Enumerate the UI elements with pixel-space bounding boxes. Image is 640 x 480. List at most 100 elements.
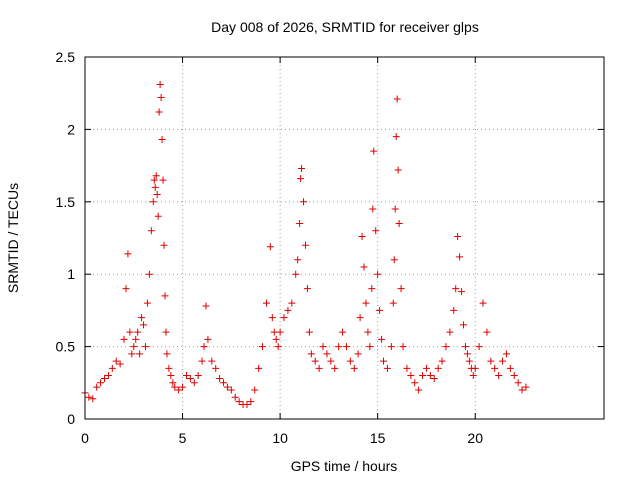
data-point bbox=[157, 94, 165, 102]
data-point bbox=[372, 227, 380, 235]
data-point bbox=[136, 350, 144, 358]
data-point bbox=[411, 379, 419, 387]
data-point bbox=[393, 95, 401, 103]
data-point bbox=[276, 328, 284, 336]
data-point bbox=[335, 343, 343, 351]
data-point bbox=[266, 243, 274, 251]
data-point bbox=[153, 191, 161, 199]
data-point bbox=[97, 379, 105, 387]
data-point bbox=[475, 343, 483, 351]
data-point bbox=[461, 343, 469, 351]
data-point bbox=[167, 372, 175, 380]
data-point bbox=[374, 270, 382, 278]
data-point bbox=[495, 372, 503, 380]
data-point bbox=[463, 350, 471, 358]
x-tick-label: 20 bbox=[467, 430, 483, 446]
data-point bbox=[108, 364, 116, 372]
data-point bbox=[163, 350, 171, 358]
data-point bbox=[392, 133, 400, 141]
data-point bbox=[145, 270, 153, 278]
data-point bbox=[158, 136, 166, 144]
data-point bbox=[169, 379, 177, 387]
data-point bbox=[389, 299, 397, 307]
data-point bbox=[364, 328, 372, 336]
data-point bbox=[339, 328, 347, 336]
data-point bbox=[376, 306, 384, 314]
data-point bbox=[93, 383, 101, 391]
data-point bbox=[104, 372, 112, 380]
data-point bbox=[202, 302, 210, 310]
data-point bbox=[262, 299, 270, 307]
data-point bbox=[175, 386, 183, 394]
y-tick-label: 2 bbox=[67, 121, 75, 137]
data-point bbox=[491, 364, 499, 372]
data-point bbox=[128, 350, 136, 358]
data-point bbox=[231, 393, 239, 401]
data-point bbox=[212, 364, 220, 372]
data-point bbox=[422, 364, 430, 372]
data-point bbox=[288, 299, 296, 307]
data-point bbox=[397, 285, 405, 293]
data-point bbox=[518, 386, 526, 394]
data-point bbox=[243, 401, 251, 409]
data-point bbox=[301, 241, 309, 249]
data-point bbox=[415, 386, 423, 394]
ticks: 0 5 10 15 20 0 0.5 1 1.5 2 2.5 bbox=[56, 49, 604, 446]
data-point bbox=[124, 250, 132, 258]
data-point bbox=[152, 172, 160, 180]
data-point bbox=[354, 350, 362, 358]
data-point bbox=[223, 383, 231, 391]
y-tick-label: 0.5 bbox=[56, 339, 76, 355]
data-point bbox=[292, 270, 300, 278]
data-point bbox=[300, 198, 308, 206]
data-point bbox=[370, 147, 378, 155]
data-point bbox=[194, 372, 202, 380]
data-point bbox=[346, 357, 354, 365]
data-point bbox=[452, 285, 460, 293]
data-point bbox=[134, 328, 142, 336]
data-point bbox=[471, 364, 479, 372]
data-point bbox=[303, 285, 311, 293]
data-point bbox=[391, 205, 399, 213]
data-point bbox=[154, 212, 162, 220]
y-axis-label: SRMTID / TECUs bbox=[5, 183, 21, 293]
data-point bbox=[186, 374, 194, 382]
data-point bbox=[323, 350, 331, 358]
data-point bbox=[438, 357, 446, 365]
data-point bbox=[274, 343, 282, 351]
data-point bbox=[342, 343, 350, 351]
data-point bbox=[465, 357, 473, 365]
data-point bbox=[161, 292, 169, 300]
data-point bbox=[294, 256, 302, 264]
data-point bbox=[160, 241, 168, 249]
data-point bbox=[407, 372, 415, 380]
data-point bbox=[383, 364, 391, 372]
data-point bbox=[85, 393, 93, 401]
data-point bbox=[390, 256, 398, 264]
data-point bbox=[395, 220, 403, 228]
data-point bbox=[369, 205, 377, 213]
data-point bbox=[198, 357, 206, 365]
data-point bbox=[378, 335, 386, 343]
data-point bbox=[460, 321, 468, 329]
data-point bbox=[156, 81, 164, 89]
plot-frame bbox=[84, 56, 605, 420]
data-point bbox=[387, 343, 395, 351]
data-point bbox=[182, 372, 190, 380]
data-point bbox=[362, 299, 370, 307]
data-point bbox=[315, 364, 323, 372]
data-point bbox=[120, 335, 128, 343]
data-point bbox=[268, 314, 276, 322]
data-point bbox=[483, 328, 491, 336]
grid bbox=[85, 57, 604, 419]
data-point bbox=[280, 314, 288, 322]
data-point bbox=[327, 357, 335, 365]
data-point bbox=[442, 343, 450, 351]
data-point bbox=[514, 379, 522, 387]
chart-title: Day 008 of 2026, SRMTID for receiver glp… bbox=[211, 19, 479, 35]
data-point bbox=[140, 321, 148, 329]
data-point bbox=[311, 357, 319, 365]
data-point bbox=[297, 175, 305, 183]
data-point bbox=[487, 357, 495, 365]
data-point bbox=[162, 328, 170, 336]
